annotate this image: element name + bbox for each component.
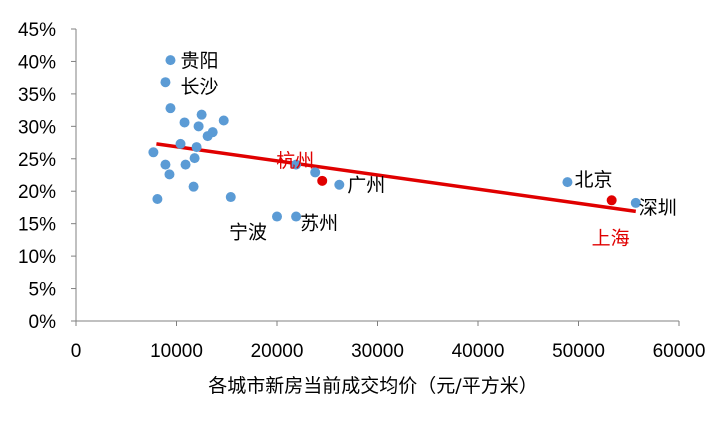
data-point [272,211,282,222]
y-tick-label: 35% [18,85,56,106]
y-tick-label: 5% [29,280,57,301]
data-point [164,169,175,180]
data-point [225,192,236,203]
y-tick-label: 40% [18,52,56,73]
x-tick-label: 40000 [452,341,505,362]
data-point [180,159,191,170]
point-label: 北京 [574,169,612,191]
y-tick-label: 15% [18,215,56,236]
y-tick-label: 45% [18,20,56,41]
x-tick-label: 0 [71,341,82,362]
data-point [196,109,207,120]
data-point [191,142,202,153]
y-tick-label: 30% [18,117,56,138]
data-point [630,197,641,208]
trendline [156,142,637,214]
y-tick-label: 25% [18,150,56,171]
data-point [148,147,159,158]
y-tick-label: 0% [29,312,57,333]
x-tick-label: 50000 [552,341,605,362]
x-axis-ticks: 0 10000 20000 30000 40000 50000 60000 [71,321,706,362]
data-point [193,121,204,132]
x-tick-label: 60000 [653,341,706,362]
x-tick-label: 20000 [251,341,304,362]
x-tick-label: 10000 [150,341,203,362]
data-point [152,194,163,205]
data-point [179,117,190,128]
data-point [160,77,171,88]
data-point [310,167,321,178]
y-axis-ticks: 0% 5% 10% 15% 20% 25% 30% 35% 40% 45% [18,20,76,333]
highlight-point [317,175,328,186]
point-label: 杭州 [276,150,314,172]
data-point [334,179,345,190]
data-point [160,159,171,170]
data-point [562,177,573,188]
highlight-point [606,195,617,206]
y-tick-label: 20% [18,182,56,203]
y-tick-label: 10% [18,247,56,268]
data-point [202,131,213,142]
point-label: 贵阳 [180,50,218,72]
x-axis-label: 各城市新房当前成交均价（元/平方米） [208,375,537,397]
point-label: 长沙 [180,76,218,98]
point-label: 上海 [592,227,630,249]
point-label: 苏州 [300,213,338,235]
data-points [148,55,641,222]
data-point [291,159,302,170]
data-point [188,181,199,192]
point-label: 广州 [347,175,385,197]
data-point [165,55,176,66]
point-label: 宁波 [229,222,267,244]
data-point [218,115,229,126]
x-tick-label: 30000 [351,341,404,362]
point-label: 深圳 [639,197,677,219]
data-point [165,103,176,114]
data-point [189,153,200,164]
data-point [291,211,302,222]
data-point [175,138,186,149]
trendline-group [156,142,637,214]
